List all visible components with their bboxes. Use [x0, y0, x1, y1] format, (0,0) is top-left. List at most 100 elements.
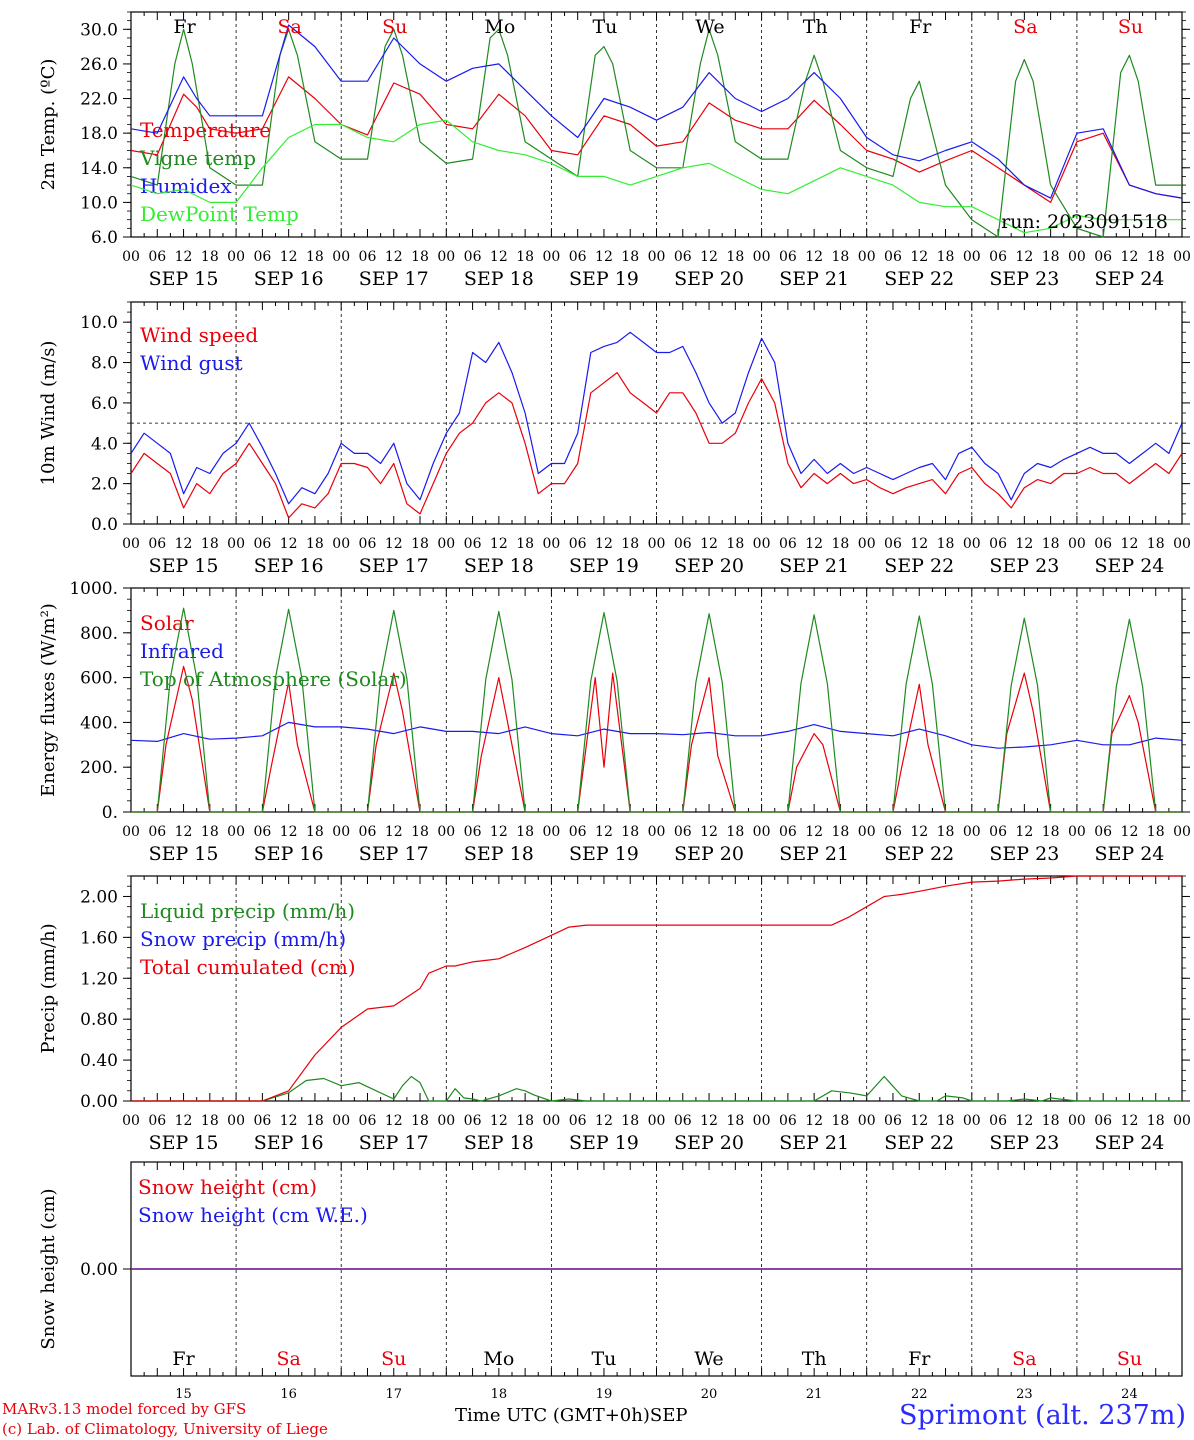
y-tick-label: 600.	[80, 669, 118, 689]
hour-tick-label: 18	[306, 536, 324, 552]
date-label: SEP 24	[1095, 555, 1165, 577]
hour-tick-label: 18	[726, 249, 744, 265]
date-label: SEP 24	[1095, 268, 1165, 290]
day-name: Fr	[908, 1348, 931, 1370]
hour-tick-label: 06	[464, 824, 482, 840]
hour-tick-label: 06	[253, 824, 271, 840]
hour-tick-label: 18	[1042, 824, 1060, 840]
legend-entry: Wind gust	[140, 351, 243, 375]
hour-tick-label: 00	[227, 536, 245, 552]
hour-tick-label: 12	[805, 824, 823, 840]
hour-tick-label: 06	[1094, 824, 1112, 840]
hour-tick-label: 06	[989, 824, 1007, 840]
day-name: Su	[1117, 1348, 1142, 1370]
hour-tick-label: 12	[175, 536, 193, 552]
hour-tick-label: 06	[148, 249, 166, 265]
date-label: SEP 16	[254, 843, 324, 865]
hour-tick-label: 18	[832, 1113, 850, 1129]
hour-tick-label: 00	[858, 1113, 876, 1129]
hour-tick-label: 00	[648, 249, 666, 265]
y-tick-label: 10.0	[80, 193, 118, 213]
y-tick-label: 800.	[80, 624, 118, 644]
hour-tick-label: 18	[1042, 536, 1060, 552]
day-name: Sa	[276, 1348, 300, 1370]
day-number: 16	[280, 1387, 297, 1402]
hour-tick-label: 00	[963, 824, 981, 840]
hour-tick-label: 18	[937, 824, 955, 840]
hour-tick-label: 18	[832, 249, 850, 265]
hour-tick-label: 00	[332, 536, 350, 552]
hour-tick-label: 06	[884, 536, 902, 552]
date-label: SEP 20	[674, 1132, 744, 1154]
y-axis-label: Precip (mm/h)	[38, 923, 59, 1053]
hour-tick-label: 18	[621, 249, 639, 265]
y-tick-label: 8.0	[91, 354, 118, 374]
hour-tick-label: 00	[437, 249, 455, 265]
day-number: 22	[911, 1387, 928, 1402]
date-label: SEP 18	[464, 555, 534, 577]
y-tick-label: 10.0	[80, 313, 118, 333]
hour-tick-label: 06	[674, 536, 692, 552]
model-credit: MARv3.13 model forced by GFS	[2, 1400, 247, 1418]
hour-tick-label: 00	[122, 249, 140, 265]
date-label: SEP 16	[254, 555, 324, 577]
hour-tick-label: 18	[201, 1113, 219, 1129]
hour-tick-label: 18	[832, 824, 850, 840]
hour-tick-label: 06	[569, 536, 587, 552]
hour-tick-label: 00	[963, 536, 981, 552]
date-label: SEP 23	[989, 843, 1059, 865]
y-axis-label: Energy fluxes (W/m²)	[38, 603, 59, 797]
hour-tick-label: 18	[937, 536, 955, 552]
hour-tick-label: 00	[332, 1113, 350, 1129]
date-label: SEP 21	[779, 555, 849, 577]
hour-tick-label: 12	[595, 1113, 613, 1129]
legend-entry: Snow precip (mm/h)	[140, 927, 346, 951]
hour-tick-label: 12	[700, 1113, 718, 1129]
y-tick-label: 22.0	[80, 90, 118, 110]
hour-tick-label: 06	[989, 536, 1007, 552]
hour-tick-label: 18	[516, 536, 534, 552]
y-tick-label: 0.	[102, 803, 118, 823]
time-label: Time UTC (GMT+0h)	[455, 1405, 650, 1426]
date-label: SEP 15	[149, 555, 219, 577]
date-label: SEP 18	[464, 843, 534, 865]
panel-4: 0.00 0.40 0.80 1.20 1.60 2.00 Precip (mm/h) Liq…	[38, 875, 1191, 1154]
y-tick-label: 200.	[80, 758, 118, 778]
day-name: Mo	[483, 1348, 514, 1370]
hour-tick-label: 00	[753, 824, 771, 840]
hour-tick-label: 06	[779, 249, 797, 265]
hour-tick-label: 00	[1173, 824, 1191, 840]
legend-entry: Top of Atmosphere (Solar)	[140, 667, 407, 691]
hour-tick-label: 00	[437, 536, 455, 552]
hour-tick-label: 18	[1042, 1113, 1060, 1129]
date-label: SEP 17	[359, 843, 429, 865]
date-label: SEP 15	[149, 1132, 219, 1154]
hour-tick-label: 00	[858, 249, 876, 265]
hour-tick-label: 18	[621, 824, 639, 840]
hour-tick-label: 00	[753, 1113, 771, 1129]
y-tick-label: 0.0	[91, 515, 118, 535]
hour-tick-label: 06	[674, 824, 692, 840]
legend-entry: Snow height (cm W.E.)	[138, 1203, 368, 1227]
date-label: SEP 16	[254, 268, 324, 290]
y-axis-label: Snow height (cm)	[38, 1188, 59, 1349]
day-number: 23	[1016, 1387, 1033, 1402]
day-name: Tu	[592, 16, 617, 38]
y-tick-label: 4.0	[91, 434, 118, 454]
hour-tick-label: 18	[411, 536, 429, 552]
hour-tick-label: 12	[280, 536, 298, 552]
date-label: SEP 19	[569, 1132, 639, 1154]
hour-tick-label: 12	[385, 824, 403, 840]
y-axis-label: 2m Temp. (ºC)	[38, 59, 59, 191]
hour-tick-label: 18	[201, 824, 219, 840]
hour-tick-label: 12	[490, 249, 508, 265]
hour-tick-label: 12	[805, 536, 823, 552]
series-line-vigne-temp	[130, 28, 1182, 238]
series-line-wind-gust	[130, 331, 1183, 505]
hour-tick-label: 06	[253, 536, 271, 552]
day-name: Th	[803, 16, 828, 38]
hour-tick-label: 18	[1147, 249, 1165, 265]
hour-tick-label: 00	[227, 824, 245, 840]
hour-tick-label: 00	[858, 536, 876, 552]
date-label: SEP 16	[254, 1132, 324, 1154]
